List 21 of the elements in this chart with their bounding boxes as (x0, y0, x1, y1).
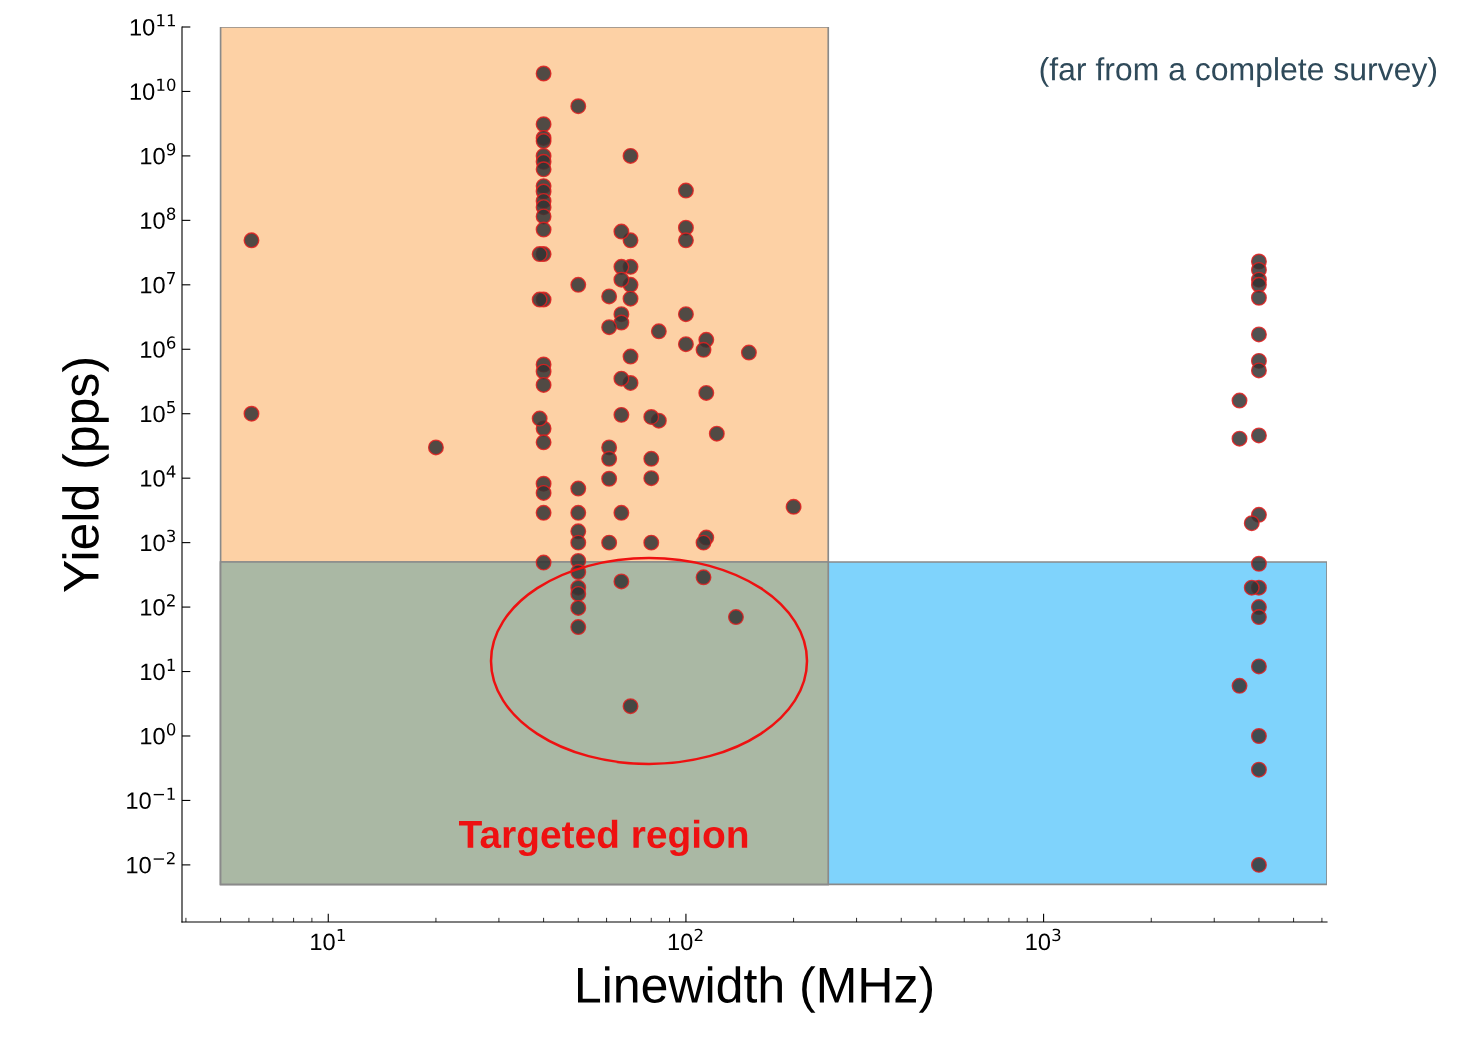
y-tick-label: 10$^{2}$ (141, 594, 175, 616)
y-tick-label: 10$^{1}$ (141, 658, 175, 681)
y-tick-label: 10$^{8}$ (141, 207, 176, 229)
y-tick-label: 10$^{3}$ (141, 529, 176, 552)
y-tick-label: 10$^{−2}$ (127, 851, 175, 874)
y-tick-label: 10$^{9}$ (141, 142, 176, 165)
y-tick-label: 10$^{4}$ (141, 465, 176, 487)
y-tick-label: 10$^{5}$ (141, 401, 175, 423)
x-tick-label: 10$^{3}$ (1026, 928, 1061, 951)
y-tick-label: 10$^{6}$ (141, 336, 176, 358)
x-tick-label: 10$^{1}$ (311, 928, 345, 951)
y-tick-label: 10$^{10}$ (130, 78, 176, 101)
y-tick-label: 10$^{7}$ (141, 272, 175, 294)
annotation: (far from a complete survey) (1040, 57, 1437, 87)
y-tick-label: 10$^{0}$ (141, 723, 176, 745)
x-tick-label: 10$^{2}$ (668, 928, 703, 951)
y-axis-title: Yield (pps) (62, 359, 109, 592)
x-axis-title: Linewidth (MHz) (578, 966, 933, 1013)
annotation: Targeted region (458, 819, 748, 857)
y-tick-label: 10$^{11}$ (130, 14, 175, 36)
y-tick-label: 10$^{−1}$ (127, 787, 175, 810)
